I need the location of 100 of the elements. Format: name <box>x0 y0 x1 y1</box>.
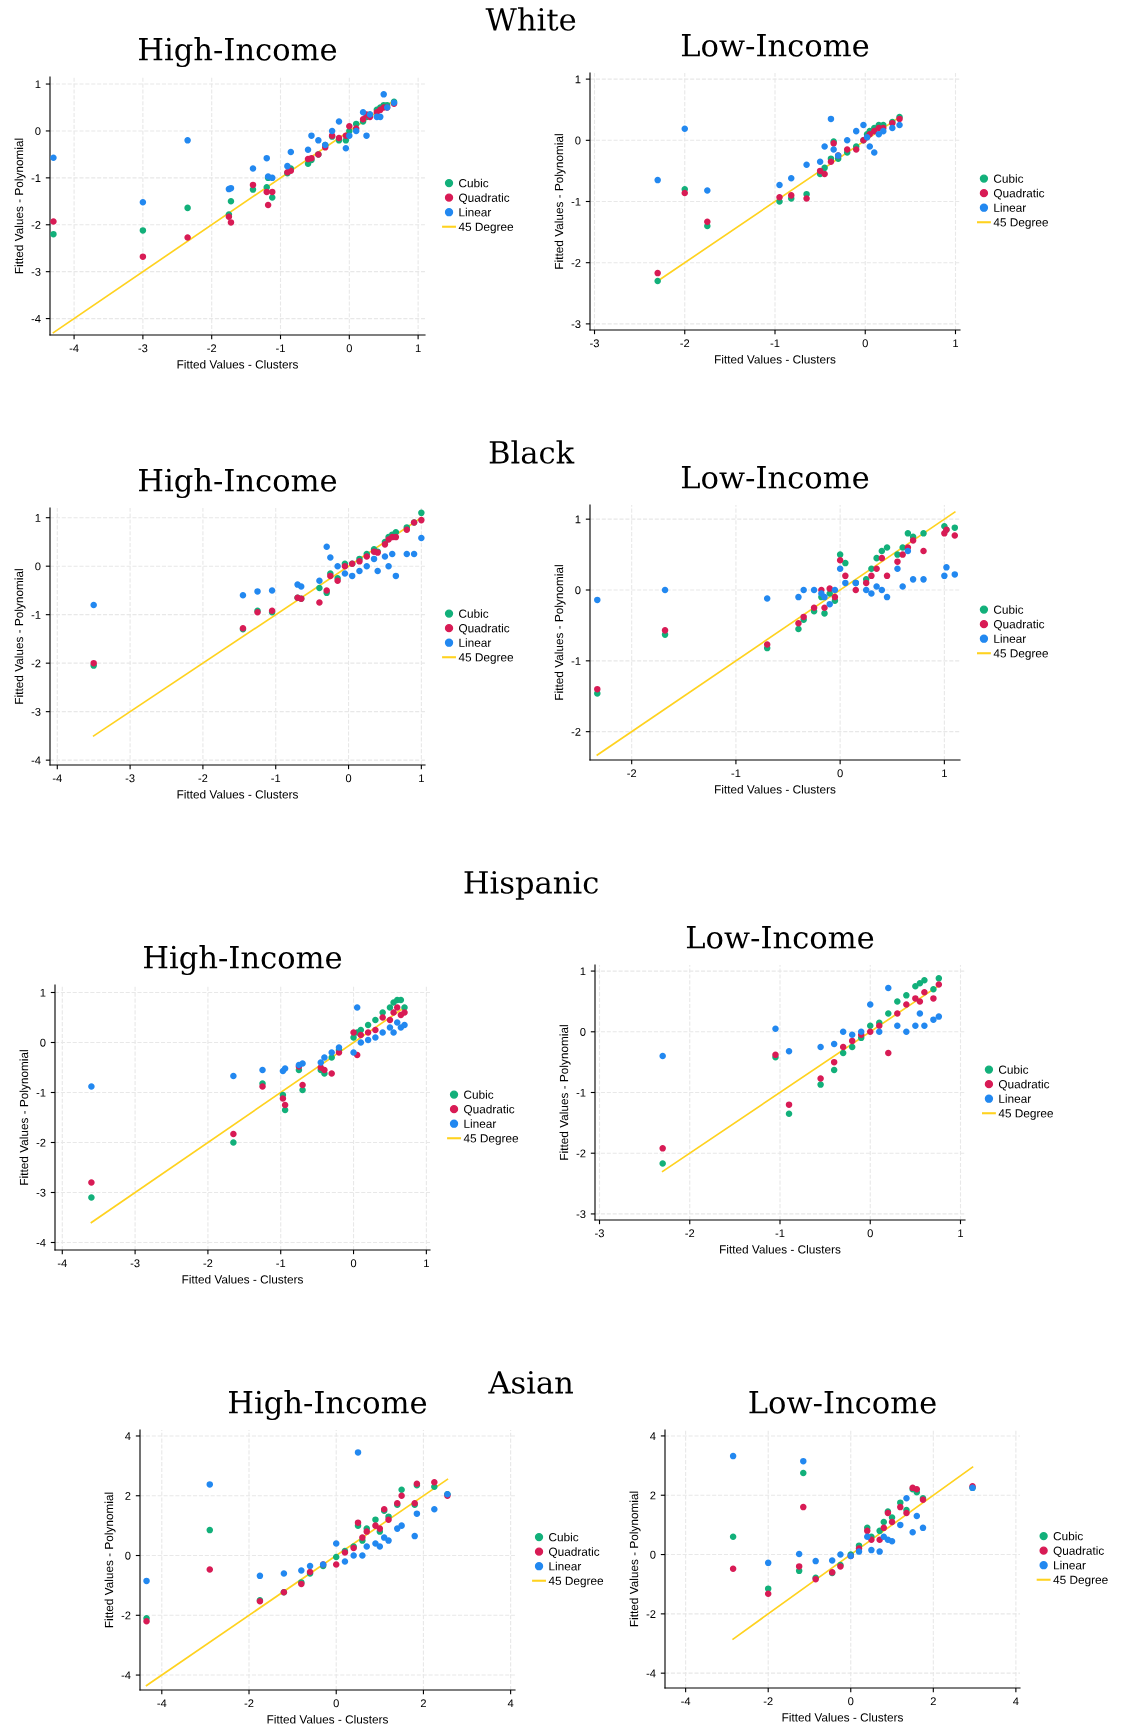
y-tick-label: -3 <box>31 267 41 276</box>
legend-label: Cubic <box>993 174 1024 183</box>
legend-label: Linear <box>549 1561 582 1571</box>
y-tick-label: 0 <box>35 127 41 136</box>
x-tick-label: 0 <box>848 1697 854 1706</box>
x-tick-label: 2 <box>930 1697 936 1706</box>
legend-label: Cubic <box>459 178 489 188</box>
x-tick-label: 0 <box>867 1229 873 1238</box>
x-tick-label: -3 <box>595 1229 604 1238</box>
legend-label: Quadratic <box>459 623 510 635</box>
y-tick-label: -4 <box>36 1238 46 1247</box>
y-tick-label: 1 <box>580 967 586 976</box>
x-tick-label: 1 <box>419 774 424 783</box>
legend-label: Cubic <box>998 1065 1029 1074</box>
y-axis-title: Fitted Values - Polynomial <box>19 1050 31 1185</box>
y-tick-label: -1 <box>31 174 41 182</box>
y-axis-title: Fitted Values - Polynomial <box>629 1491 641 1627</box>
chart-title: High-Income <box>139 468 337 499</box>
y-tick-label: -4 <box>121 1671 131 1680</box>
x-tick-label: -2 <box>203 1259 213 1268</box>
text: White <box>485 7 576 31</box>
y-tick-label: 0 <box>575 136 581 145</box>
y-tick-label: -2 <box>576 1149 586 1158</box>
x-axis-title: Fitted Values - Clusters <box>182 1274 303 1284</box>
y-tick-label: -1 <box>571 657 581 665</box>
x-tick-label: -1 <box>276 1259 286 1268</box>
y-tick-label: 4 <box>650 1432 656 1440</box>
x-tick-label: -4 <box>157 1699 167 1708</box>
y-tick-label: -1 <box>576 1088 586 1097</box>
x-tick-label: 1 <box>958 1229 964 1238</box>
x-tick-label: 1 <box>953 339 959 348</box>
x-axis-title: Fitted Values - Clusters <box>715 354 836 364</box>
x-tick-label: 0 <box>862 339 868 348</box>
y-tick-label: 2 <box>125 1492 131 1500</box>
y-tick-label: 0 <box>125 1551 131 1560</box>
legend-label: Linear <box>459 207 492 217</box>
legend-label: Cubic <box>1053 1531 1083 1541</box>
legend-label: 45 Degree <box>463 1134 519 1145</box>
y-tick-label: -2 <box>31 221 41 229</box>
legend-label: Quadratic <box>1053 1546 1104 1558</box>
y-tick-label: -2 <box>121 1611 131 1620</box>
y-tick-label: -3 <box>31 707 41 716</box>
legend-label: Linear <box>999 1094 1031 1103</box>
x-axis-title: Fitted Values - Clusters <box>715 784 836 794</box>
y-tick-label: -1 <box>36 1088 46 1097</box>
legend-label: Quadratic <box>459 193 510 205</box>
y-tick-label: 1 <box>35 514 41 522</box>
y-tick-label: 4 <box>125 1432 131 1440</box>
x-tick-label: 0 <box>333 1699 339 1708</box>
x-tick-label: -2 <box>627 769 637 778</box>
legend-label: 45 Degree <box>998 1109 1053 1120</box>
y-axis-title: Fitted Values - Polynomial <box>14 569 26 704</box>
chart-title: High-Income <box>139 37 337 68</box>
x-tick-label: 4 <box>507 1699 514 1708</box>
y-tick-label: 0 <box>575 586 581 595</box>
x-axis-title: Fitted Values - Clusters <box>177 359 298 369</box>
text: Asian <box>488 1370 573 1394</box>
y-tick-label: -4 <box>31 314 41 323</box>
text: Hispanic <box>464 870 598 900</box>
x-tick-label: -1 <box>271 774 281 783</box>
legend-label: 45 Degree <box>1053 1575 1108 1587</box>
x-tick-label: 0 <box>837 769 843 778</box>
x-tick-label: -4 <box>57 1259 67 1268</box>
x-axis-title: Fitted Values - Clusters <box>720 1244 841 1254</box>
legend-label: Cubic <box>464 1090 494 1099</box>
legend-label: Quadratic <box>993 188 1045 200</box>
y-tick-label: 1 <box>575 515 581 524</box>
y-axis-title: Fitted Values - Polynomial <box>104 1492 116 1628</box>
x-axis-title: Fitted Values - Clusters <box>267 1714 388 1724</box>
y-tick-label: -3 <box>571 320 581 329</box>
y-axis-title: Fitted Values - Polynomial <box>559 1025 571 1160</box>
chart-title: Low-Income <box>681 34 869 57</box>
x-tick-label: 0 <box>346 344 352 353</box>
x-tick-label: -2 <box>763 1697 773 1706</box>
x-tick-label: -1 <box>276 344 285 353</box>
legend-label: Cubic <box>459 609 489 618</box>
legend-label: 45 Degree <box>458 653 514 664</box>
x-tick-label: -1 <box>731 769 741 778</box>
y-tick-label: 0 <box>35 562 41 571</box>
x-tick-label: 1 <box>424 1259 429 1268</box>
legend-label: 45 Degree <box>458 222 514 234</box>
legend-label: 45 Degree <box>993 649 1048 660</box>
chart-title: Low-Income <box>681 466 869 489</box>
x-tick-label: -2 <box>680 339 690 348</box>
legend-label: 45 Degree <box>548 1576 604 1588</box>
legend-label: Quadratic <box>993 619 1045 631</box>
y-tick-label: -2 <box>31 659 41 668</box>
x-tick-label: -2 <box>685 1229 695 1238</box>
y-tick-label: -2 <box>646 1610 656 1618</box>
x-tick-label: -1 <box>770 339 780 348</box>
legend-label: Linear <box>994 634 1026 643</box>
x-tick-label: 1 <box>415 344 421 353</box>
x-tick-label: -2 <box>244 1699 254 1708</box>
y-tick-label: -4 <box>646 1669 656 1678</box>
x-tick-label: -2 <box>207 344 217 353</box>
x-tick-label: 0 <box>350 1259 357 1268</box>
legend-label: Cubic <box>549 1532 579 1542</box>
y-axis-title: Fitted Values - Polynomial <box>14 138 26 274</box>
y-tick-label: 0 <box>650 1550 656 1559</box>
x-tick-label: -3 <box>138 344 148 353</box>
